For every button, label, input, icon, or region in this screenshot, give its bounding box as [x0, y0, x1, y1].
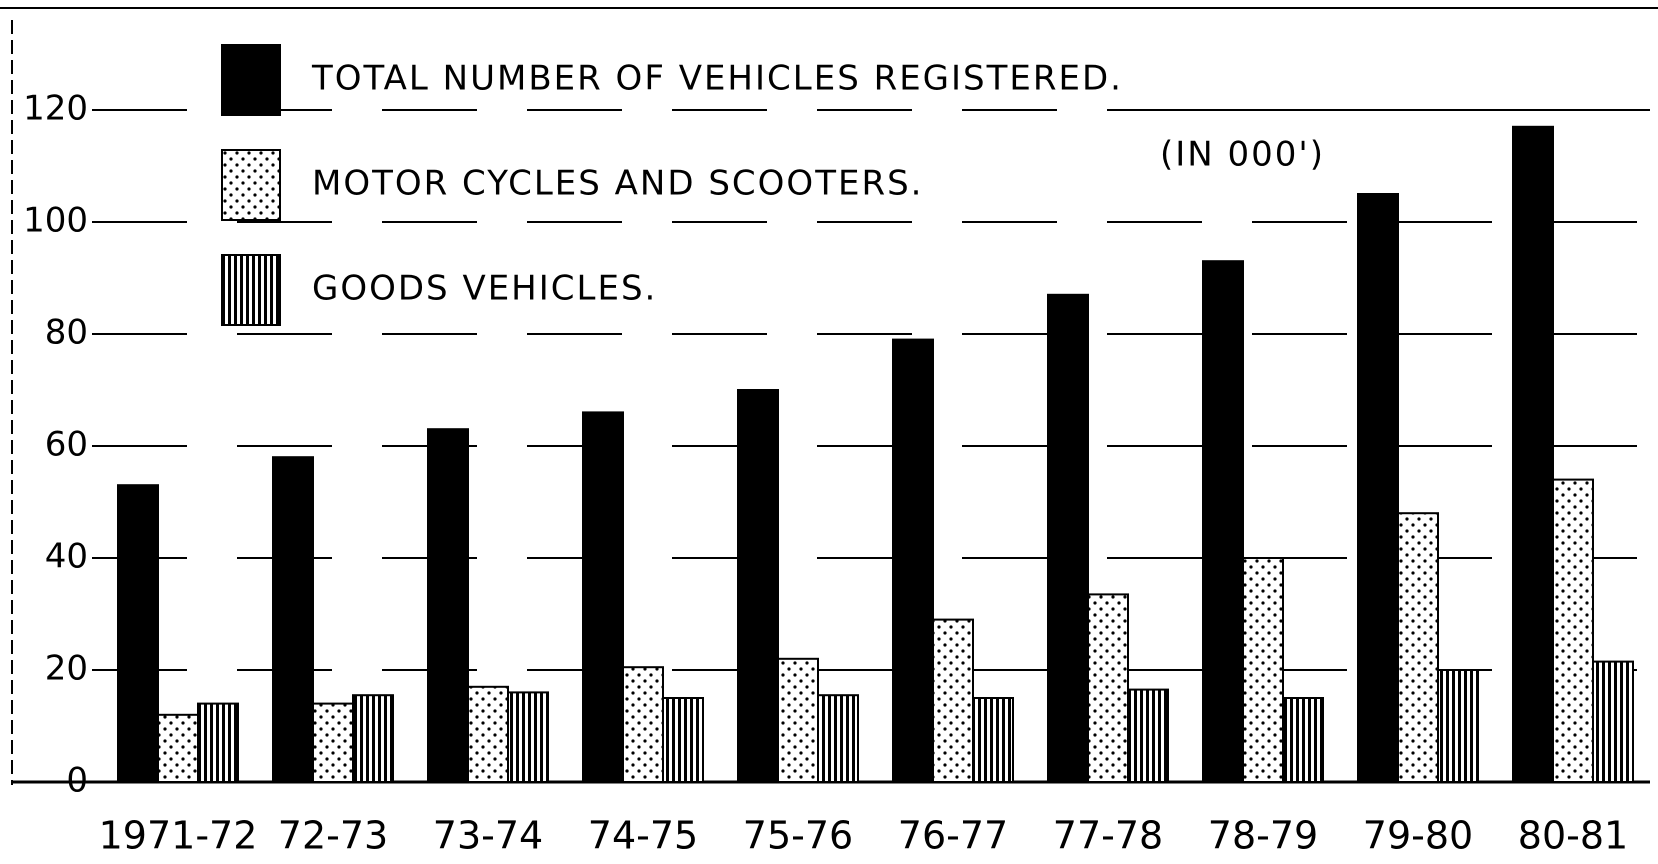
bar: [932, 618, 974, 783]
bar: [1242, 557, 1284, 783]
bar: [507, 691, 549, 784]
bar: [427, 428, 469, 783]
x-tick-label: 72-73: [278, 814, 388, 858]
bar: [1282, 697, 1324, 783]
bar: [1357, 193, 1399, 783]
bar: [197, 702, 239, 783]
bar: [117, 484, 159, 783]
x-tick-label: 75-76: [743, 814, 853, 858]
y-tick-label: 40: [45, 537, 88, 577]
y-tick-label: 20: [45, 649, 88, 689]
bar: [157, 713, 199, 783]
bar: [352, 694, 394, 784]
bar: [1202, 260, 1244, 783]
bar: [1047, 293, 1089, 783]
legend-label: GOODS VEHICLES.: [312, 269, 657, 309]
x-tick-label: 74-75: [588, 814, 698, 858]
x-tick-label: 77-78: [1053, 814, 1163, 858]
legend-swatch: [221, 44, 281, 116]
legend-swatch: [221, 254, 281, 326]
bar: [972, 697, 1014, 783]
bar: [1592, 660, 1634, 783]
bar: [1087, 593, 1129, 784]
bar: [777, 657, 819, 783]
legend-label: MOTOR CYCLES AND SCOOTERS.: [312, 164, 923, 204]
bar: [467, 685, 509, 783]
bar: [662, 697, 704, 783]
x-tick-label: 76-77: [898, 814, 1008, 858]
x-tick-label: 78-79: [1208, 814, 1318, 858]
bar: [312, 702, 354, 783]
bar: [272, 456, 314, 783]
bar: [817, 694, 859, 784]
bar: [1127, 688, 1169, 783]
y-tick-label: 100: [23, 201, 88, 241]
y-tick-label: 60: [45, 425, 88, 465]
x-tick-label: 79-80: [1363, 814, 1473, 858]
y-tick-label: 80: [45, 313, 88, 353]
legend-swatch: [221, 149, 281, 221]
x-tick-label: 73-74: [433, 814, 543, 858]
bar: [582, 411, 624, 783]
bar: [737, 389, 779, 783]
legend-label: TOTAL NUMBER OF VEHICLES REGISTERED.: [311, 59, 1123, 99]
bar: [892, 338, 934, 783]
x-tick-label: 80-81: [1518, 814, 1628, 858]
bar: [1512, 125, 1554, 784]
bar: [1397, 512, 1439, 783]
bar: [1552, 478, 1594, 783]
y-tick-label: 120: [23, 89, 88, 129]
bar: [1437, 669, 1479, 783]
bar: [622, 666, 664, 784]
annotation: (IN 000'): [1160, 135, 1325, 175]
x-tick-label: 1971-72: [99, 814, 258, 858]
